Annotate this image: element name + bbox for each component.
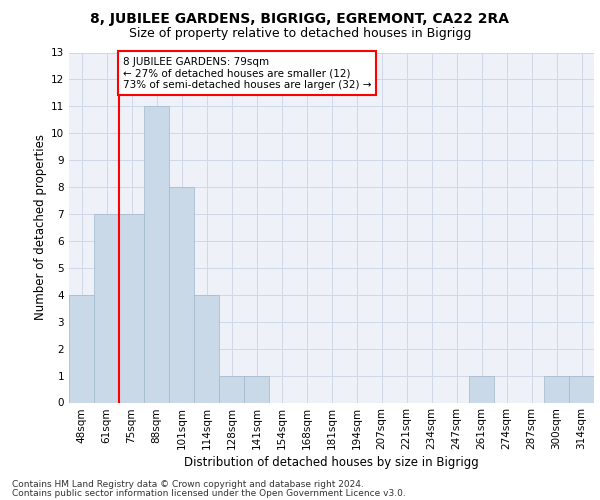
Bar: [119, 214, 144, 402]
Y-axis label: Number of detached properties: Number of detached properties: [34, 134, 47, 320]
Bar: [244, 376, 269, 402]
Text: Contains public sector information licensed under the Open Government Licence v3: Contains public sector information licen…: [12, 489, 406, 498]
Bar: [219, 376, 244, 402]
Text: Size of property relative to detached houses in Bigrigg: Size of property relative to detached ho…: [129, 28, 471, 40]
Bar: [544, 376, 569, 402]
Bar: [194, 295, 219, 403]
Bar: [469, 376, 494, 402]
Text: Contains HM Land Registry data © Crown copyright and database right 2024.: Contains HM Land Registry data © Crown c…: [12, 480, 364, 489]
Text: 8, JUBILEE GARDENS, BIGRIGG, EGREMONT, CA22 2RA: 8, JUBILEE GARDENS, BIGRIGG, EGREMONT, C…: [91, 12, 509, 26]
Bar: [94, 214, 119, 402]
Text: 8 JUBILEE GARDENS: 79sqm
← 27% of detached houses are smaller (12)
73% of semi-d: 8 JUBILEE GARDENS: 79sqm ← 27% of detach…: [123, 56, 371, 90]
X-axis label: Distribution of detached houses by size in Bigrigg: Distribution of detached houses by size …: [184, 456, 479, 469]
Bar: [569, 376, 594, 402]
Bar: [144, 106, 169, 403]
Bar: [69, 295, 94, 403]
Bar: [169, 187, 194, 402]
